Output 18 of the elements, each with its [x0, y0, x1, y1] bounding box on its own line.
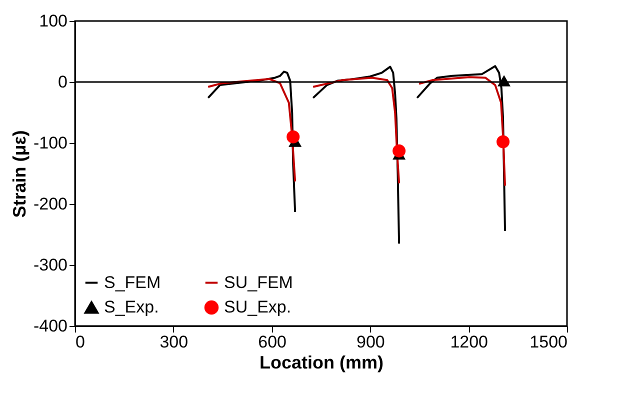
legend-label: S_FEM [104, 272, 161, 292]
legend-label: SU_Exp. [224, 298, 292, 316]
y-tick-label: -100 [33, 134, 68, 152]
y-tick-label: -300 [33, 256, 68, 274]
legend-label: S_Exp. [104, 298, 159, 316]
y-axis-title: Strain (με) [9, 130, 30, 218]
x-axis-title: Location (mm) [260, 352, 384, 372]
x-tick-label: 900 [356, 332, 385, 352]
legend-label: SU_FEM [224, 272, 293, 292]
x-tick-label: 1200 [450, 332, 488, 352]
y-tick-label: 100 [39, 12, 68, 30]
y-tick-label: 0 [58, 72, 68, 92]
y-tick-label: -400 [33, 316, 68, 336]
x-tick-label: 1500 [530, 332, 568, 352]
x-tick-label: 600 [258, 332, 286, 352]
x-tick-label: 300 [160, 332, 188, 352]
x-tick-label: 0 [76, 332, 85, 352]
y-tick-label: -200 [33, 194, 68, 214]
